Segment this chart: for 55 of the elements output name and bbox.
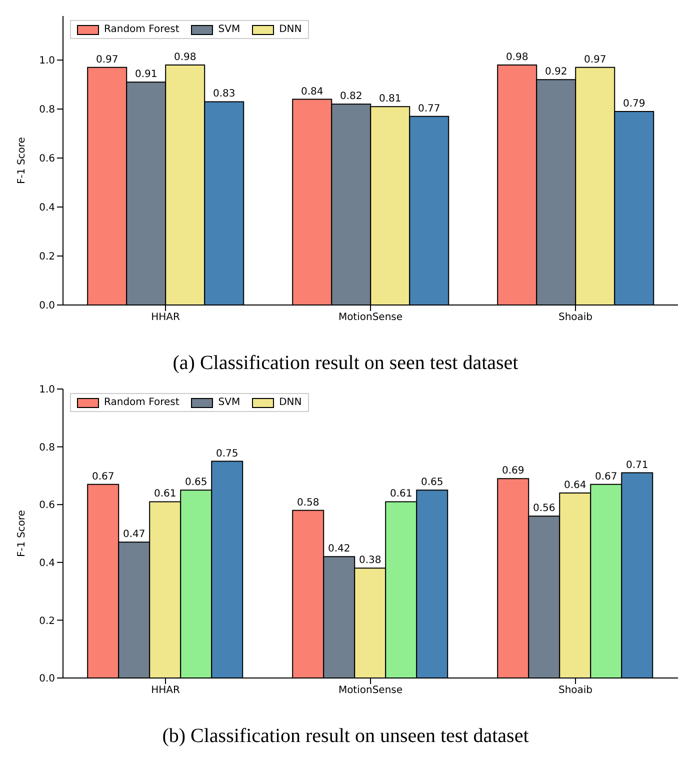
text: (a) Classification result on seen test dataset bbox=[172, 352, 520, 375]
y-tick-label: 0.6 bbox=[39, 500, 55, 512]
data-label: 0.81 bbox=[378, 94, 402, 105]
data-label: 0.58 bbox=[296, 497, 320, 508]
data-label: 0.83 bbox=[212, 88, 236, 100]
legend-label: Random Forest bbox=[103, 24, 180, 35]
data-label: 0.67 bbox=[92, 471, 114, 482]
data-label: 0.97 bbox=[96, 54, 118, 66]
x-tick-label: MotionSense bbox=[338, 685, 403, 696]
y-axis-title: F-1 Score bbox=[16, 137, 28, 184]
y-tick-label: 1.0 bbox=[39, 384, 55, 396]
data-label: 0.67 bbox=[594, 471, 618, 482]
data-label: 0.69 bbox=[502, 466, 524, 477]
data-label: 0.65 bbox=[184, 477, 208, 488]
data-label: 0.61 bbox=[154, 488, 176, 500]
data-label: 0.56 bbox=[532, 503, 556, 514]
legend-label: Random Forest bbox=[103, 397, 180, 408]
data-label: 0.64 bbox=[564, 480, 586, 492]
y-tick-label: 0.8 bbox=[39, 442, 55, 454]
legend-label: SVM bbox=[217, 397, 240, 408]
data-label: 0.98 bbox=[174, 52, 196, 63]
y-tick-label: 0.4 bbox=[39, 202, 55, 214]
data-label: 0.75 bbox=[216, 448, 238, 460]
y-tick-label: 0.8 bbox=[39, 104, 55, 116]
y-tick-label: 0.4 bbox=[39, 558, 55, 569]
data-label: 0.97 bbox=[584, 54, 606, 66]
data-label: 0.82 bbox=[340, 91, 362, 102]
legend-label: SVM bbox=[217, 24, 240, 35]
data-label: 0.91 bbox=[134, 69, 158, 80]
y-tick-label: 1.0 bbox=[39, 56, 55, 67]
legend-label: DNN bbox=[278, 397, 302, 408]
data-label: 0.84 bbox=[300, 86, 324, 98]
x-tick-label: HHAR bbox=[151, 312, 180, 324]
y-axis-title: F-1 Score bbox=[16, 510, 28, 557]
data-label: 0.65 bbox=[420, 477, 444, 488]
data-label: 0.42 bbox=[328, 544, 350, 555]
legend-label: DNN bbox=[278, 24, 302, 35]
y-tick-label: 0.0 bbox=[39, 300, 55, 312]
y-tick-label: 0.6 bbox=[39, 154, 55, 165]
data-label: 0.38 bbox=[358, 555, 382, 566]
data-label: 0.71 bbox=[626, 460, 648, 471]
x-tick-label: HHAR bbox=[151, 685, 180, 696]
data-label: 0.92 bbox=[544, 66, 568, 78]
y-tick-label: 0.0 bbox=[39, 674, 55, 685]
x-tick-label: MotionSense bbox=[338, 312, 403, 324]
y-tick-label: 0.2 bbox=[39, 252, 55, 263]
data-label: 0.77 bbox=[418, 103, 440, 114]
data-label: 0.47 bbox=[122, 529, 146, 540]
y-tick-label: 0.2 bbox=[39, 616, 55, 627]
data-label: 0.79 bbox=[622, 98, 646, 110]
data-label: 0.61 bbox=[390, 488, 412, 500]
x-tick-label: Shoaib bbox=[558, 685, 593, 696]
x-tick-label: Shoaib bbox=[558, 312, 593, 324]
text: (b) Classification result on unseen test dataset bbox=[161, 725, 530, 748]
data-label: 0.98 bbox=[506, 52, 528, 63]
